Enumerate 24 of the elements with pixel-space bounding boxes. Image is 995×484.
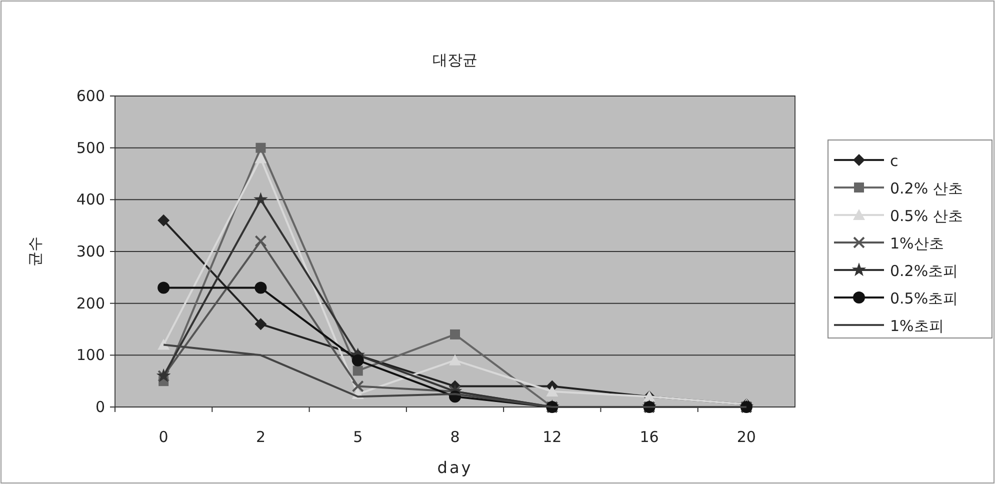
x-tick-label: 2 (256, 428, 266, 446)
y-tick-label: 500 (76, 138, 105, 157)
x-tick-label: 5 (353, 428, 363, 446)
y-tick-label: 300 (76, 242, 105, 260)
x-axis-title: day (437, 458, 473, 477)
x-tick-label: 20 (736, 428, 756, 446)
y-tick-label: 200 (76, 294, 105, 312)
y-tick-label: 400 (76, 190, 105, 209)
y-tick-label: 0 (95, 398, 105, 416)
legend-label: 1%초피 (890, 317, 944, 335)
legend-label: 0.5%초피 (890, 290, 958, 308)
legend-label: 1%산초 (890, 234, 944, 252)
y-tick-label: 100 (76, 346, 105, 364)
x-tick-label: 8 (450, 428, 460, 446)
y-tick-label: 600 (76, 87, 105, 105)
legend-label: 0.5% 산초 (890, 207, 963, 225)
legend-label: c (890, 152, 898, 170)
legend-label: 0.2% 산초 (890, 180, 963, 198)
x-tick-label: 16 (640, 428, 659, 446)
y-axis-title: 균수 (26, 236, 44, 266)
chart-title: 대장균 (432, 51, 478, 69)
legend-label: 0.2%초피 (890, 262, 958, 280)
x-tick-label: 12 (542, 428, 562, 446)
x-tick-label: 0 (158, 428, 168, 446)
